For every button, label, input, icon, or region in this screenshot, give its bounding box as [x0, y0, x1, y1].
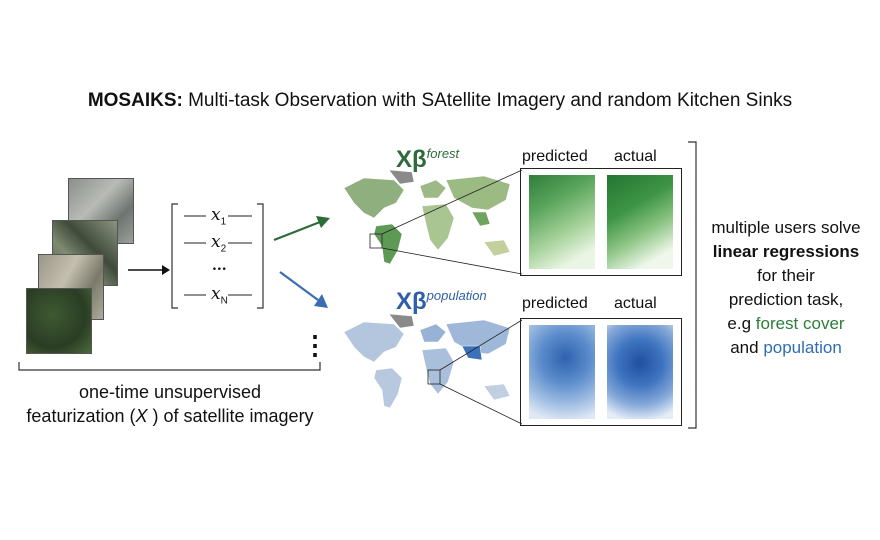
arrows-to-maps	[273, 216, 330, 308]
population-world-map	[343, 313, 511, 409]
satellite-tile-1	[26, 288, 92, 354]
forest-predicted-map	[529, 175, 595, 269]
population-predicted-label: predicted	[522, 295, 588, 312]
population-predicted-map	[529, 325, 595, 419]
population-actual-label: actual	[614, 295, 657, 312]
forest-comparison-panel	[520, 168, 682, 276]
feature-vector-bracket	[171, 203, 264, 309]
forest-zoom-lines	[381, 169, 523, 275]
users-description: multiple users solve linear regressions …	[711, 218, 861, 357]
page-title: MOSAIKS: Multi-task Observation with SAt…	[0, 90, 880, 112]
population-comparison-panel	[520, 318, 682, 426]
forest-actual-label: actual	[614, 148, 657, 165]
population-zoom-lines	[439, 319, 523, 425]
forest-world-map	[343, 169, 511, 265]
forest-predicted-label: predicted	[522, 148, 588, 165]
users-bracket	[688, 141, 697, 429]
feature-ellipsis: ...	[212, 258, 227, 274]
feature-x2: x2	[211, 232, 227, 255]
forest-beta-label: Xβforest	[396, 146, 460, 173]
population-actual-map	[607, 325, 673, 419]
population-beta-label: Xβpopulation	[396, 288, 487, 315]
forest-actual-map	[607, 175, 673, 269]
featurization-bracket	[18, 362, 321, 371]
featurization-caption: one-time unsupervised featurization (X )…	[8, 380, 332, 428]
arrow-to-features	[128, 265, 170, 275]
caption-line2: featurization (X ) of satellite imagery	[26, 406, 314, 426]
feature-xn: xN	[211, 284, 228, 307]
title-rest: Multi-task Observation with SAtellite Im…	[182, 90, 793, 111]
caption-line1: one-time unsupervised	[78, 382, 262, 402]
feature-x1: x1	[211, 205, 227, 228]
more-tasks-ellipsis: ⋮	[302, 330, 328, 360]
title-bold: MOSAIKS:	[87, 90, 183, 111]
